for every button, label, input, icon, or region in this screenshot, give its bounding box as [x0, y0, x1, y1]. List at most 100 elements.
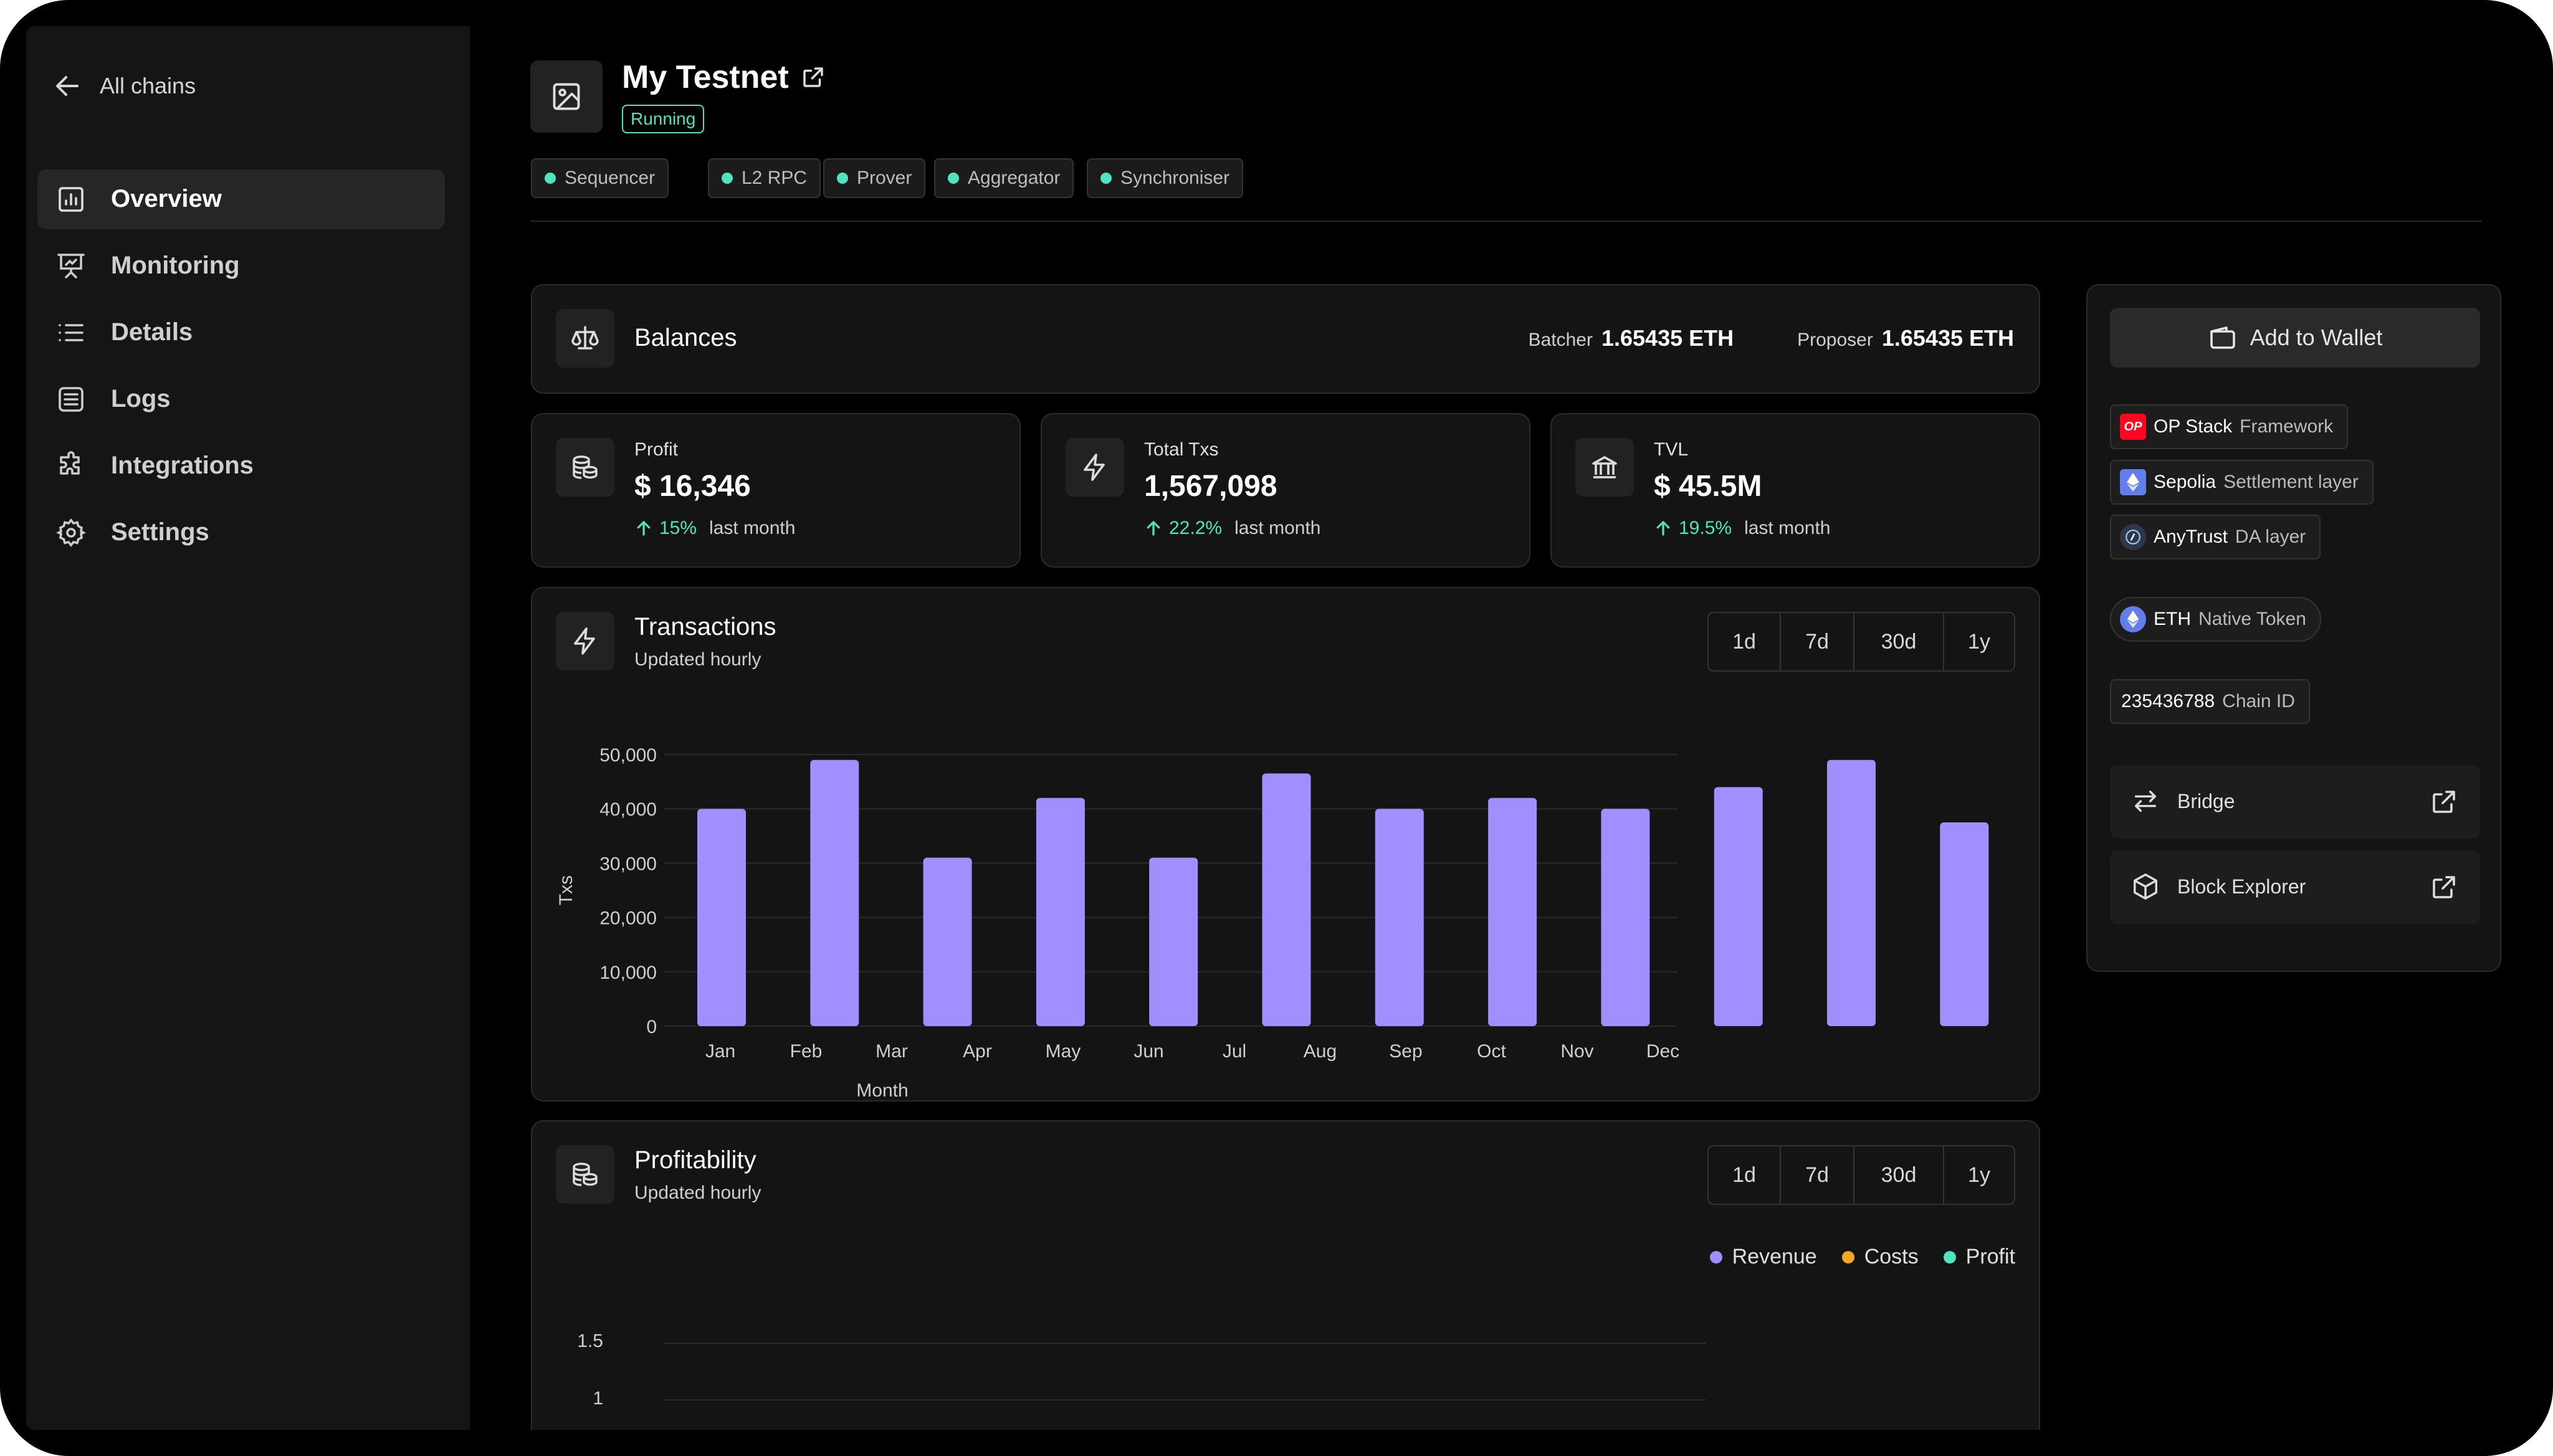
chart-x-tick-label: Mar — [876, 1041, 908, 1062]
bank-icon — [1592, 456, 1617, 478]
chart-bar — [1375, 809, 1424, 1026]
all-chains-link[interactable]: All chains — [52, 71, 196, 101]
legend-revenue: Revenue — [1732, 1245, 1817, 1268]
batcher-label: Batcher — [1528, 330, 1593, 350]
status-dot — [837, 173, 848, 184]
sidebar-item-settings[interactable]: Settings — [37, 503, 445, 563]
chart-bar — [697, 809, 746, 1026]
legend-costs-swatch — [1841, 1250, 1854, 1263]
service-label: L2 RPC — [742, 168, 808, 188]
balances-title: Balances — [634, 324, 737, 351]
legend-costs: Costs — [1864, 1245, 1919, 1268]
external-link-icon[interactable] — [800, 64, 826, 90]
chart-x-tick-label: Apr — [963, 1041, 992, 1062]
range-1d[interactable]: 1d — [1709, 1146, 1781, 1204]
stat-icon-box — [1575, 438, 1634, 497]
arrow-up-icon — [637, 521, 651, 536]
status-text: Running — [631, 109, 696, 128]
sidebar-item-monitoring[interactable]: Monitoring — [37, 236, 445, 296]
profit-y-tick: 1 — [593, 1388, 603, 1409]
sidebar-item-details[interactable]: Details — [37, 303, 445, 363]
chart-x-tick-label: Jun — [1133, 1041, 1163, 1062]
block-explorer-label: Block Explorer — [2177, 875, 2306, 898]
ethereum-icon — [2120, 469, 2146, 495]
range-30d[interactable]: 30d — [1854, 1146, 1944, 1204]
sidebar-item-label: Details — [111, 318, 193, 346]
stat-change-value: 19.5% — [1679, 518, 1732, 538]
range-1y[interactable]: 1y — [1968, 629, 1990, 654]
framework-tag: OP OP Stack Framework — [2110, 404, 2349, 449]
external-link-icon — [2433, 791, 2455, 813]
range-1y[interactable]: 1y — [1968, 1163, 1990, 1187]
chart-x-tick-label: Jul — [1223, 1041, 1246, 1062]
profitability-legend: Revenue Costs Profit — [1709, 1245, 2015, 1269]
service-chip-aggregator: Aggregator — [934, 158, 1074, 198]
range-7d[interactable]: 7d — [1781, 1146, 1854, 1204]
batcher-value: 1.65435 ETH — [1601, 325, 1734, 351]
da-name: AnyTrust — [2154, 526, 2228, 547]
service-label: Prover — [857, 168, 912, 188]
chain-id-value: 235436788 — [2121, 691, 2215, 711]
range-1d[interactable]: 1d — [1709, 613, 1781, 670]
anytrust-icon — [2120, 524, 2146, 550]
block-explorer-link[interactable]: Block Explorer — [2110, 850, 2480, 924]
sidebar-item-label: Overview — [111, 185, 222, 212]
stat-card-tvl: TVL $ 45.5M 19.5% last month — [1550, 413, 2040, 568]
chain-id-label: Chain ID — [2222, 691, 2295, 711]
chart-bar — [810, 759, 859, 1026]
chart-x-tick-label: Dec — [1646, 1041, 1679, 1062]
range-30d[interactable]: 30d — [1854, 613, 1944, 670]
profit-y-tick: 1.5 — [577, 1331, 603, 1351]
transactions-title: Transactions — [634, 613, 776, 640]
add-to-wallet-button[interactable]: Add to Wallet — [2110, 308, 2480, 368]
range-7d[interactable]: 7d — [1781, 613, 1854, 670]
coins-icon — [573, 1163, 598, 1186]
external-link-icon — [2433, 876, 2455, 898]
sidebar-item-label: Monitoring — [111, 252, 240, 279]
profit-gridline — [664, 1399, 1706, 1401]
stat-change-period: last month — [709, 518, 796, 538]
header-divider — [531, 221, 2481, 222]
op-logo: OP — [2120, 414, 2146, 440]
chart-y-tick-label: 0 — [646, 1017, 657, 1037]
chain-info-panel: Add to Wallet OP OP Stack Framework Sepo… — [2086, 284, 2501, 972]
stat-change-value: 15% — [659, 518, 697, 538]
chain-id-tag: 235436788 Chain ID — [2110, 679, 2310, 724]
presentation-chart-icon — [57, 254, 85, 278]
stat-icon-box — [1066, 438, 1124, 497]
native-token-tag: ETH Native Token — [2110, 597, 2321, 642]
chart-bar — [1262, 773, 1311, 1026]
transactions-subtitle: Updated hourly — [634, 649, 761, 670]
stat-value: 1,567,098 — [1144, 470, 1277, 503]
settlement-label: Settlement layer — [2223, 472, 2359, 492]
transactions-card: Transactions Updated hourly 1d 7d 30d 1y… — [531, 587, 2040, 1102]
lightning-icon — [1084, 454, 1105, 481]
gear-icon — [56, 518, 86, 547]
profitability-card: Profitability Updated hourly 1d 7d 30d 1… — [531, 1120, 2040, 1430]
service-chip-prover: Prover — [823, 158, 926, 198]
chart-x-tick-label: Oct — [1477, 1041, 1506, 1062]
stat-change-period: last month — [1744, 518, 1831, 538]
chart-bar — [1940, 822, 1989, 1026]
chart-x-tick-label: Feb — [790, 1041, 823, 1062]
arrow-up-icon — [1147, 521, 1160, 536]
chart-x-tick-label: Jan — [705, 1041, 735, 1062]
stat-value: $ 16,346 — [634, 470, 751, 503]
da-label: DA layer — [2235, 526, 2306, 547]
stat-icon-box — [556, 438, 614, 497]
bridge-link[interactable]: Bridge — [2110, 765, 2480, 839]
legend-profit: Profit — [1965, 1245, 2015, 1268]
sidebar-item-logs[interactable]: Logs — [37, 369, 445, 429]
scale-icon — [571, 326, 599, 350]
sidebar-item-integrations[interactable]: Integrations — [37, 436, 445, 496]
chart-bar — [1488, 797, 1537, 1026]
stat-change: 19.5% last month — [1654, 518, 1830, 539]
coins-icon — [573, 455, 598, 479]
sidebar: All chains Overview Monitoring Details L… — [26, 26, 470, 1430]
eth-token-icon — [2120, 606, 2146, 632]
sidebar-item-overview[interactable]: Overview — [37, 169, 445, 229]
chart-bar — [1149, 857, 1198, 1026]
profit-gridline — [664, 1343, 1706, 1344]
transactions-icon-box — [556, 612, 614, 670]
